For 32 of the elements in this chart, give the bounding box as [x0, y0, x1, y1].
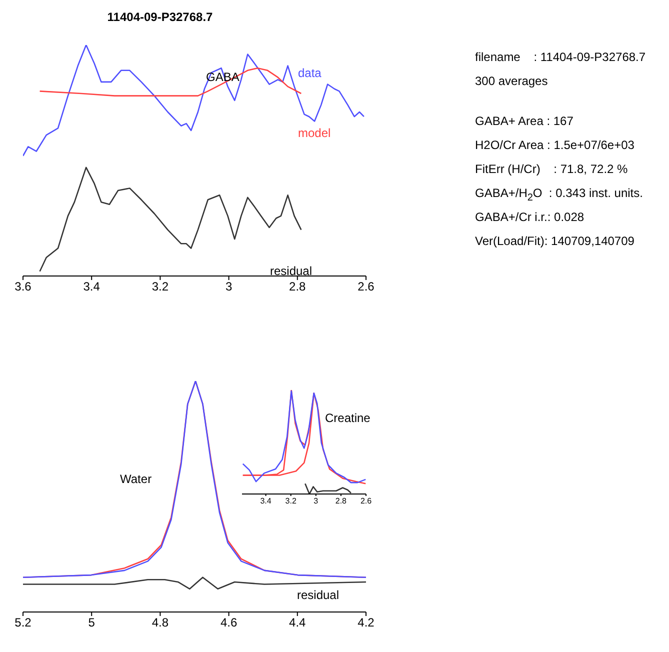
x-tick-label: 3.6: [14, 280, 32, 294]
x-tick-label: 3.4: [83, 280, 100, 294]
x-tick-label: 2.8: [335, 496, 348, 506]
x-tick-label: 4.8: [152, 616, 169, 630]
x-tick-label: 2.6: [358, 280, 375, 294]
text: GABA+/Cr i.r.: 0.028: [475, 210, 586, 226]
annotation: Creatine: [325, 411, 370, 425]
text: residual: [270, 264, 312, 278]
text: FitErr (H/Cr) : 71.8, 72.2 %: [475, 162, 629, 178]
x-tick-label: 3.4: [260, 496, 272, 506]
x-tick-label: 4.6: [220, 616, 238, 630]
text: filename : 11404-09-P32768.7: [475, 50, 647, 66]
x-tick-label: 3.2: [152, 280, 169, 294]
text: H2O/Cr Area : 1.5e+07/6e+03: [475, 138, 636, 154]
x-tick-label: 3: [225, 280, 232, 294]
x-tick-label: 3.2: [285, 496, 297, 506]
series-label: data: [298, 66, 322, 80]
text: Ver(Load/Fit): 140709,140709: [475, 234, 636, 250]
series-label: residual: [297, 588, 340, 602]
x-tick-label: 5: [88, 616, 96, 630]
x-tick-label: 2.8: [289, 280, 306, 294]
text: 300 averages: [475, 74, 549, 90]
annotation: Water: [120, 472, 152, 486]
chart-title: 11404-09-P32768.7: [106, 10, 214, 24]
x-tick-label: 4.4: [289, 616, 306, 630]
text: GABA+ Area : 167: [475, 114, 574, 130]
x-tick-label: 2.6: [360, 496, 372, 506]
x-tick-label: 5.2: [14, 616, 32, 630]
text: model: [298, 126, 331, 140]
text: GABA+/H$_{2}$O : 0.343 inst. units.: [475, 186, 644, 206]
x-tick-label: 3: [314, 496, 319, 506]
x-tick-label: 4.2: [358, 616, 375, 630]
